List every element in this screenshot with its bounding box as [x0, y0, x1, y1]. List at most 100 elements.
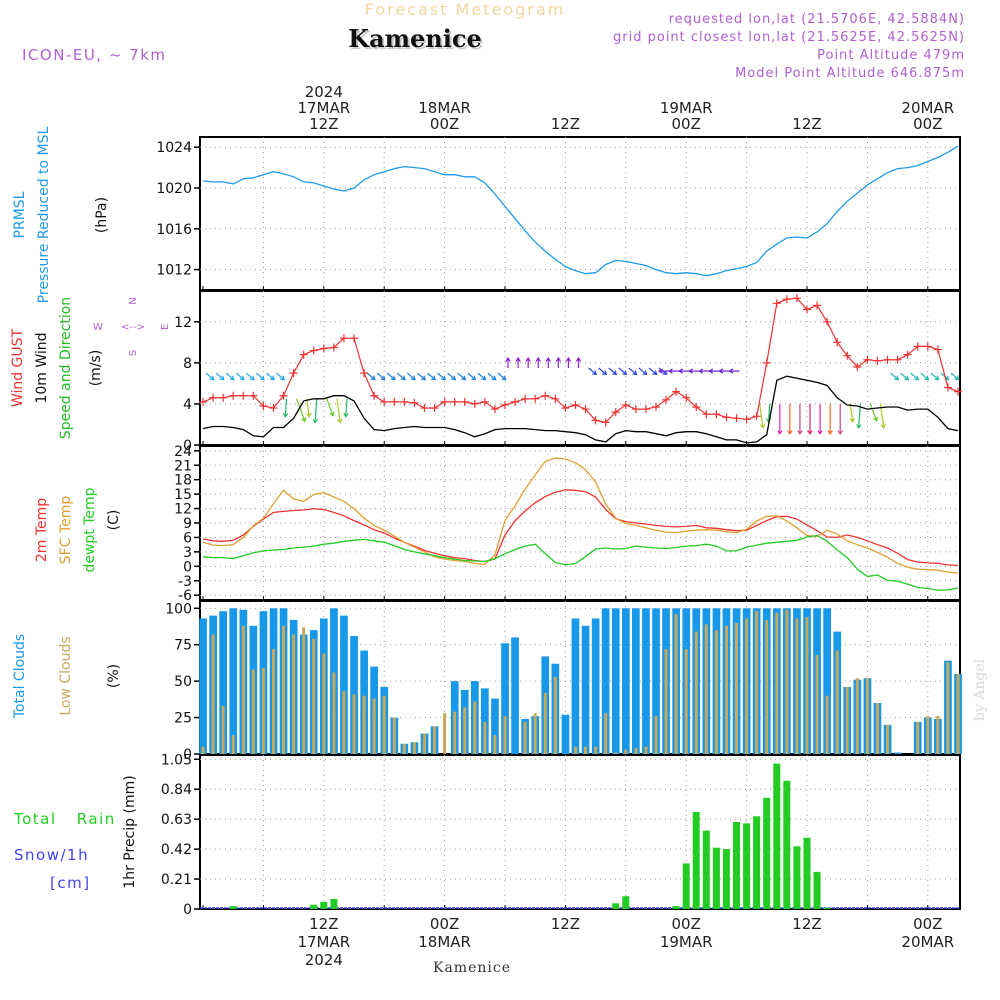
wind-direction-arrow — [598, 367, 607, 375]
low-cloud-bar — [735, 622, 738, 754]
y-tick-label: 100 — [165, 601, 192, 617]
wind-panel: 0 4 8 12 — [174, 290, 962, 454]
low-cloud-bar — [865, 678, 869, 754]
y-tick-label: 6 — [183, 530, 192, 546]
bottom-time-label: 17MAR — [297, 933, 350, 951]
low-cloud-bar — [372, 698, 376, 754]
bottom-time-label: 18MAR — [418, 933, 471, 951]
low-cloud-bar — [765, 619, 769, 754]
wind-direction-arrowhead — [491, 375, 497, 381]
low-cloud-bar — [261, 668, 265, 754]
low-cloud-bar — [433, 726, 436, 754]
wind-direction-arrowhead — [837, 430, 843, 435]
wind-direction-arrowhead — [219, 375, 225, 381]
low-cloud-bar — [674, 614, 678, 754]
gust-marker — [571, 400, 580, 409]
wind-direction-arrowhead — [728, 368, 734, 374]
top-time-label: 17MAR — [297, 99, 350, 117]
sfc-temp-line — [202, 457, 959, 574]
low-cloud-bar — [745, 618, 749, 754]
low-cloud-bar — [614, 752, 618, 754]
wind-direction-arrowhead — [759, 423, 766, 429]
gust-marker — [601, 418, 610, 427]
low-cloud-bar — [956, 673, 960, 754]
compass-west: W — [93, 322, 103, 333]
gust-marker — [823, 317, 832, 326]
low-cloud-bar — [382, 695, 386, 754]
gust-marker — [199, 397, 208, 406]
wind-labels: Wind GUST 10m Wind Speed and Direction (… — [10, 297, 171, 439]
wind-direction-arrowhead — [873, 416, 878, 422]
temp2m-line — [202, 489, 959, 567]
gust-marker — [883, 355, 892, 364]
wind-direction-arrowhead — [421, 375, 426, 381]
y-tick-label: 21 — [174, 458, 192, 474]
page-title: Kamenice — [348, 24, 482, 53]
pressure-labels: PRMSL Pressure Reduced to MSL (hPa) — [12, 126, 110, 303]
low-cloud-bar — [523, 721, 527, 754]
y-tick-label: 25 — [174, 711, 192, 727]
gust-marker — [249, 391, 258, 400]
y-tick-label: -3 — [178, 574, 192, 590]
wind-direction-arrowhead — [555, 356, 562, 362]
top-time-label: 00Z — [672, 115, 701, 133]
rain-bar — [612, 903, 620, 909]
total-cloud-bar — [893, 752, 902, 754]
total-cloud-bar — [622, 608, 630, 754]
wind-direction-arrow — [255, 372, 265, 381]
low-cloud-bar — [916, 721, 920, 754]
wind-direction-arrow — [336, 398, 341, 423]
gust-marker — [490, 405, 499, 414]
rain-bar — [712, 847, 720, 909]
gust-marker — [863, 355, 872, 364]
gust-marker — [480, 397, 489, 406]
y-tick-label: 4 — [183, 397, 192, 413]
wind-direction-arrow — [849, 403, 854, 422]
dewpt-label: dewpt Temp — [82, 487, 98, 572]
gust-marker — [692, 403, 701, 412]
total-cloud-bar — [561, 714, 570, 754]
gust-marker — [742, 415, 751, 424]
low-cloud-bar — [936, 716, 940, 754]
y-tick-label: 8 — [183, 356, 192, 372]
wind-direction-arrow — [588, 367, 597, 375]
low-cloud-bar — [503, 716, 507, 754]
low-cloud-bar — [443, 713, 447, 754]
gust-marker — [501, 400, 510, 409]
wind-direction-arrow — [869, 403, 878, 422]
wind-direction-arrow — [306, 398, 310, 417]
gust-marker — [269, 404, 278, 413]
total-cloud-bar — [340, 615, 348, 754]
y-tick-label: 3 — [183, 545, 192, 561]
wind-direction-arrow — [205, 372, 215, 381]
low-cloud-bar — [543, 692, 547, 754]
low-cloud-bar — [664, 649, 668, 754]
wind-direction-arrowhead — [575, 356, 582, 362]
wind-direction-arrowhead — [535, 356, 541, 362]
wind-direction-arrow — [920, 372, 929, 381]
gust-marker — [843, 351, 852, 360]
gust-marker — [782, 295, 791, 304]
model-name: ICON-EU, ~ 7km — [22, 46, 167, 64]
gust-marker — [329, 343, 338, 352]
y-tick-label: 15 — [174, 487, 192, 503]
wind-direction-arrowhead — [894, 375, 900, 381]
y-tick-label: -6 — [178, 588, 192, 604]
low-cloud-bar — [412, 742, 416, 754]
low-cloud-bar — [312, 638, 316, 754]
gust-marker — [923, 342, 932, 351]
low-cloud-bar — [926, 716, 930, 754]
low-cloud-bar — [805, 617, 809, 754]
wind-direction-arrowhead — [642, 370, 648, 376]
low-cloud-bar — [584, 746, 587, 754]
pressure-panel: 1012 1016 1020 1024 — [156, 136, 961, 291]
bottom-time-label: 2024 — [305, 951, 343, 969]
gust-marker — [873, 356, 882, 365]
wind-direction-arrow — [910, 372, 919, 381]
total-cloud-bar — [501, 643, 509, 754]
low-clouds-label: Low Clouds — [58, 636, 74, 715]
y-tick-label: 50 — [174, 674, 192, 690]
y-tick-label: 1016 — [156, 222, 192, 238]
